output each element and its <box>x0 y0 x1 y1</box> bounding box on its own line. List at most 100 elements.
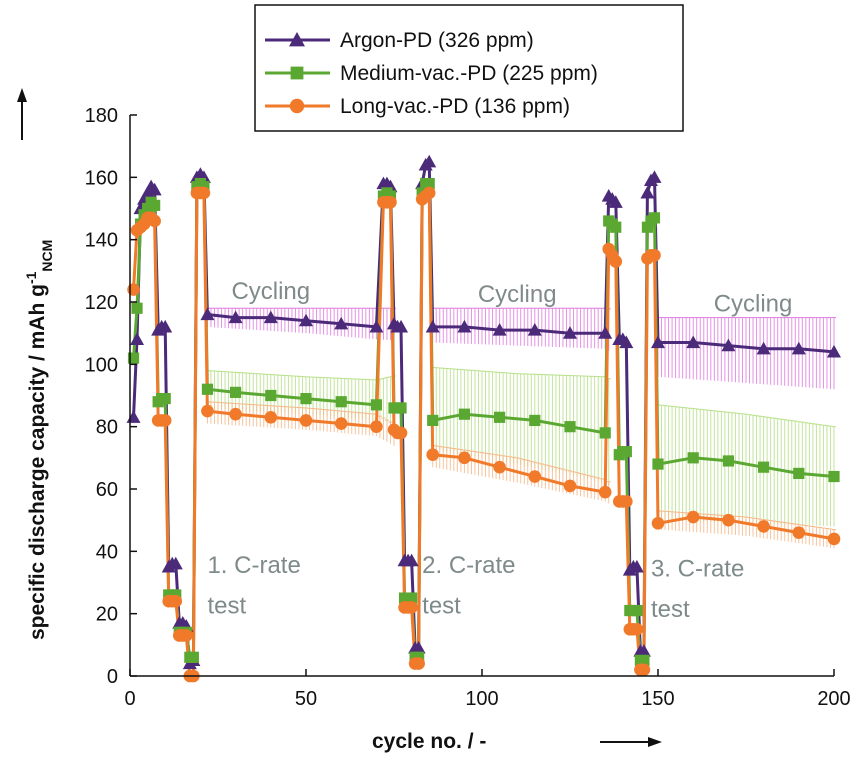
y-axis-title-sub: NCM <box>39 240 55 272</box>
data-point-long-vac-pd-136-ppm <box>394 426 408 440</box>
data-point-argon-pd-326-ppm <box>457 319 472 333</box>
data-point-medium-vac-pd-225-ppm <box>631 604 643 617</box>
data-point-medium-vac-pd-225-ppm <box>458 408 470 420</box>
x-tick-label: 50 <box>295 688 317 710</box>
data-point-medium-vac-pd-225-ppm <box>230 386 242 398</box>
data-point-long-vac-pd-136-ppm <box>792 526 806 539</box>
y-tick-label: 20 <box>96 604 118 626</box>
legend: Argon-PD (326 ppm) Medium-vac.-PD (225 pp… <box>254 4 684 132</box>
data-point-argon-pd-326-ppm <box>598 326 613 339</box>
data-point-long-vac-pd-136-ppm <box>648 248 661 262</box>
data-point-long-vac-pd-136-ppm <box>229 407 242 421</box>
y-axis-title-sup: -1 <box>23 271 39 284</box>
data-point-long-vac-pd-136-ppm <box>827 532 841 546</box>
data-point-long-vac-pd-136-ppm <box>201 404 214 418</box>
data-point-medium-vac-pd-225-ppm <box>395 402 407 414</box>
data-point-medium-vac-pd-225-ppm <box>427 414 439 427</box>
data-point-long-vac-pd-136-ppm <box>264 411 278 424</box>
y-tick-label: 180 <box>85 105 118 127</box>
data-point-argon-pd-326-ppm <box>827 344 841 358</box>
data-point-argon-pd-326-ppm <box>636 644 651 657</box>
data-point-long-vac-pd-136-ppm <box>412 657 425 670</box>
data-point-argon-pd-326-ppm <box>263 310 278 324</box>
legend-marker-argon-pd-326-ppm <box>289 32 305 47</box>
data-point-medium-vac-pd-225-ppm <box>127 352 140 364</box>
data-point-long-vac-pd-136-ppm <box>458 451 471 465</box>
annotation-label: Cycling <box>231 278 310 305</box>
data-point-argon-pd-326-ppm <box>130 332 145 345</box>
annotation-label: 3. C-rate <box>651 555 744 582</box>
x-axis-title: cycle no. / - <box>372 730 486 753</box>
y-tick-label: 160 <box>85 167 118 189</box>
data-point-medium-vac-pd-225-ppm <box>638 654 650 667</box>
data-point-long-vac-pd-136-ppm <box>637 663 651 677</box>
data-point-argon-pd-326-ppm <box>299 313 313 327</box>
data-point-medium-vac-pd-225-ppm <box>370 399 382 411</box>
data-point-long-vac-pd-136-ppm <box>528 470 542 483</box>
data-point-long-vac-pd-136-ppm <box>148 214 161 228</box>
series-line-medium-vac-pd-225-ppm <box>132 182 835 662</box>
legend-marker-long-vac-pd-136-ppm <box>289 98 305 114</box>
data-point-long-vac-pd-136-ppm <box>370 420 383 433</box>
data-point-long-vac-pd-136-ppm <box>299 414 313 427</box>
annotation-label: test <box>651 596 690 623</box>
data-point-long-vac-pd-136-ppm <box>180 629 193 642</box>
data-point-long-vac-pd-136-ppm <box>630 622 644 636</box>
data-point-argon-pd-326-ppm <box>200 307 215 321</box>
data-point-long-vac-pd-136-ppm <box>334 417 348 430</box>
data-point-long-vac-pd-136-ppm <box>422 186 436 200</box>
data-point-argon-pd-326-ppm <box>158 319 173 333</box>
data-point-medium-vac-pd-225-ppm <box>610 221 622 233</box>
legend-label-long-vac-pd-136-ppm: Long-vac.-PD (136 ppm) <box>340 95 570 118</box>
data-point-medium-vac-pd-225-ppm <box>652 458 664 470</box>
data-point-medium-vac-pd-225-ppm <box>828 470 840 483</box>
annotation-label: 1. C-rate <box>207 552 300 579</box>
data-point-medium-vac-pd-225-ppm <box>793 467 805 480</box>
data-point-medium-vac-pd-225-ppm <box>131 302 143 314</box>
data-point-long-vac-pd-136-ppm <box>384 195 397 209</box>
data-point-long-vac-pd-136-ppm <box>493 460 506 474</box>
annotation-label: 2. C-rate <box>422 552 515 579</box>
data-point-long-vac-pd-136-ppm <box>426 448 440 462</box>
data-point-argon-pd-326-ppm <box>721 338 736 352</box>
data-point-medium-vac-pd-225-ppm <box>201 383 214 395</box>
y-tick-label: 120 <box>85 292 118 314</box>
legend-label-medium-vac-pd-225-ppm: Medium-vac.-PD (225 ppm) <box>340 62 598 85</box>
data-point-medium-vac-pd-225-ppm <box>335 396 347 408</box>
data-point-medium-vac-pd-225-ppm <box>423 177 435 190</box>
data-point-argon-pd-326-ppm <box>791 341 806 355</box>
data-point-argon-pd-326-ppm <box>647 170 662 183</box>
data-point-medium-vac-pd-225-ppm <box>687 452 699 464</box>
x-tick-label: 150 <box>641 688 674 710</box>
data-point-long-vac-pd-136-ppm <box>169 594 183 608</box>
y-tick-label: 80 <box>96 417 118 439</box>
data-point-argon-pd-326-ppm <box>492 323 507 336</box>
data-point-long-vac-pd-136-ppm <box>197 186 211 200</box>
data-point-argon-pd-326-ppm <box>651 335 665 349</box>
data-point-medium-vac-pd-225-ppm <box>149 199 161 211</box>
data-point-argon-pd-326-ppm <box>126 410 141 423</box>
data-point-argon-pd-326-ppm <box>756 341 771 355</box>
y-tick-label: 0 <box>107 666 118 688</box>
data-point-argon-pd-326-ppm <box>527 323 542 336</box>
data-point-medium-vac-pd-225-ppm <box>406 592 418 604</box>
data-point-long-vac-pd-136-ppm <box>158 414 172 427</box>
data-point-argon-pd-326-ppm <box>411 640 426 654</box>
y-tick-label: 60 <box>96 479 118 501</box>
data-point-argon-pd-326-ppm <box>334 316 349 330</box>
legend-marker-medium-vac-pd-225-ppm <box>290 66 304 80</box>
data-point-argon-pd-326-ppm <box>369 319 384 333</box>
data-point-argon-pd-326-ppm <box>228 310 243 324</box>
error-bands <box>205 307 836 549</box>
series-markers <box>126 154 841 683</box>
data-point-medium-vac-pd-225-ppm <box>494 411 506 423</box>
data-point-argon-pd-326-ppm <box>394 319 409 333</box>
data-point-argon-pd-326-ppm <box>422 154 437 168</box>
annotation-label: test <box>422 593 461 620</box>
x-ticks: 0 50 100 150 200 <box>124 669 851 710</box>
data-point-medium-vac-pd-225-ppm <box>159 393 171 405</box>
data-point-argon-pd-326-ppm <box>640 185 655 199</box>
data-point-medium-vac-pd-225-ppm <box>599 427 611 439</box>
data-point-argon-pd-326-ppm <box>619 335 634 349</box>
legend-box <box>254 4 684 132</box>
